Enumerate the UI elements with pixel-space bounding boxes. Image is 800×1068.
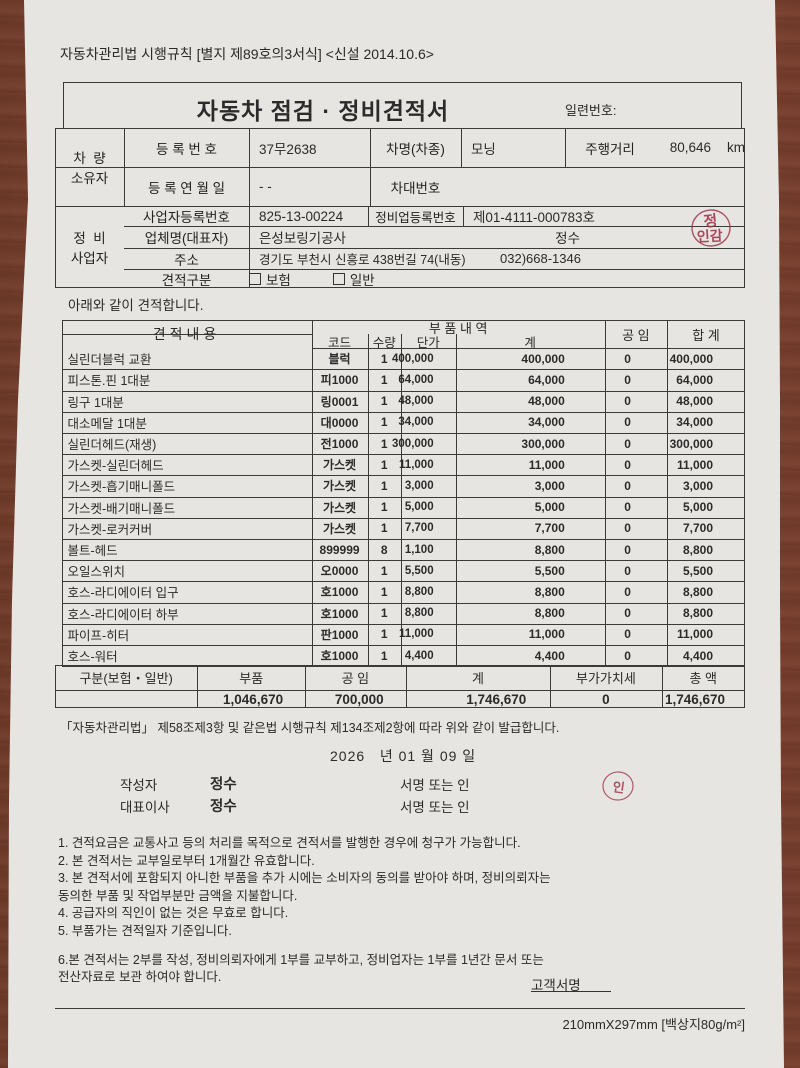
svg-text:인: 인: [612, 779, 626, 796]
svg-text:인감: 인감: [696, 227, 723, 244]
